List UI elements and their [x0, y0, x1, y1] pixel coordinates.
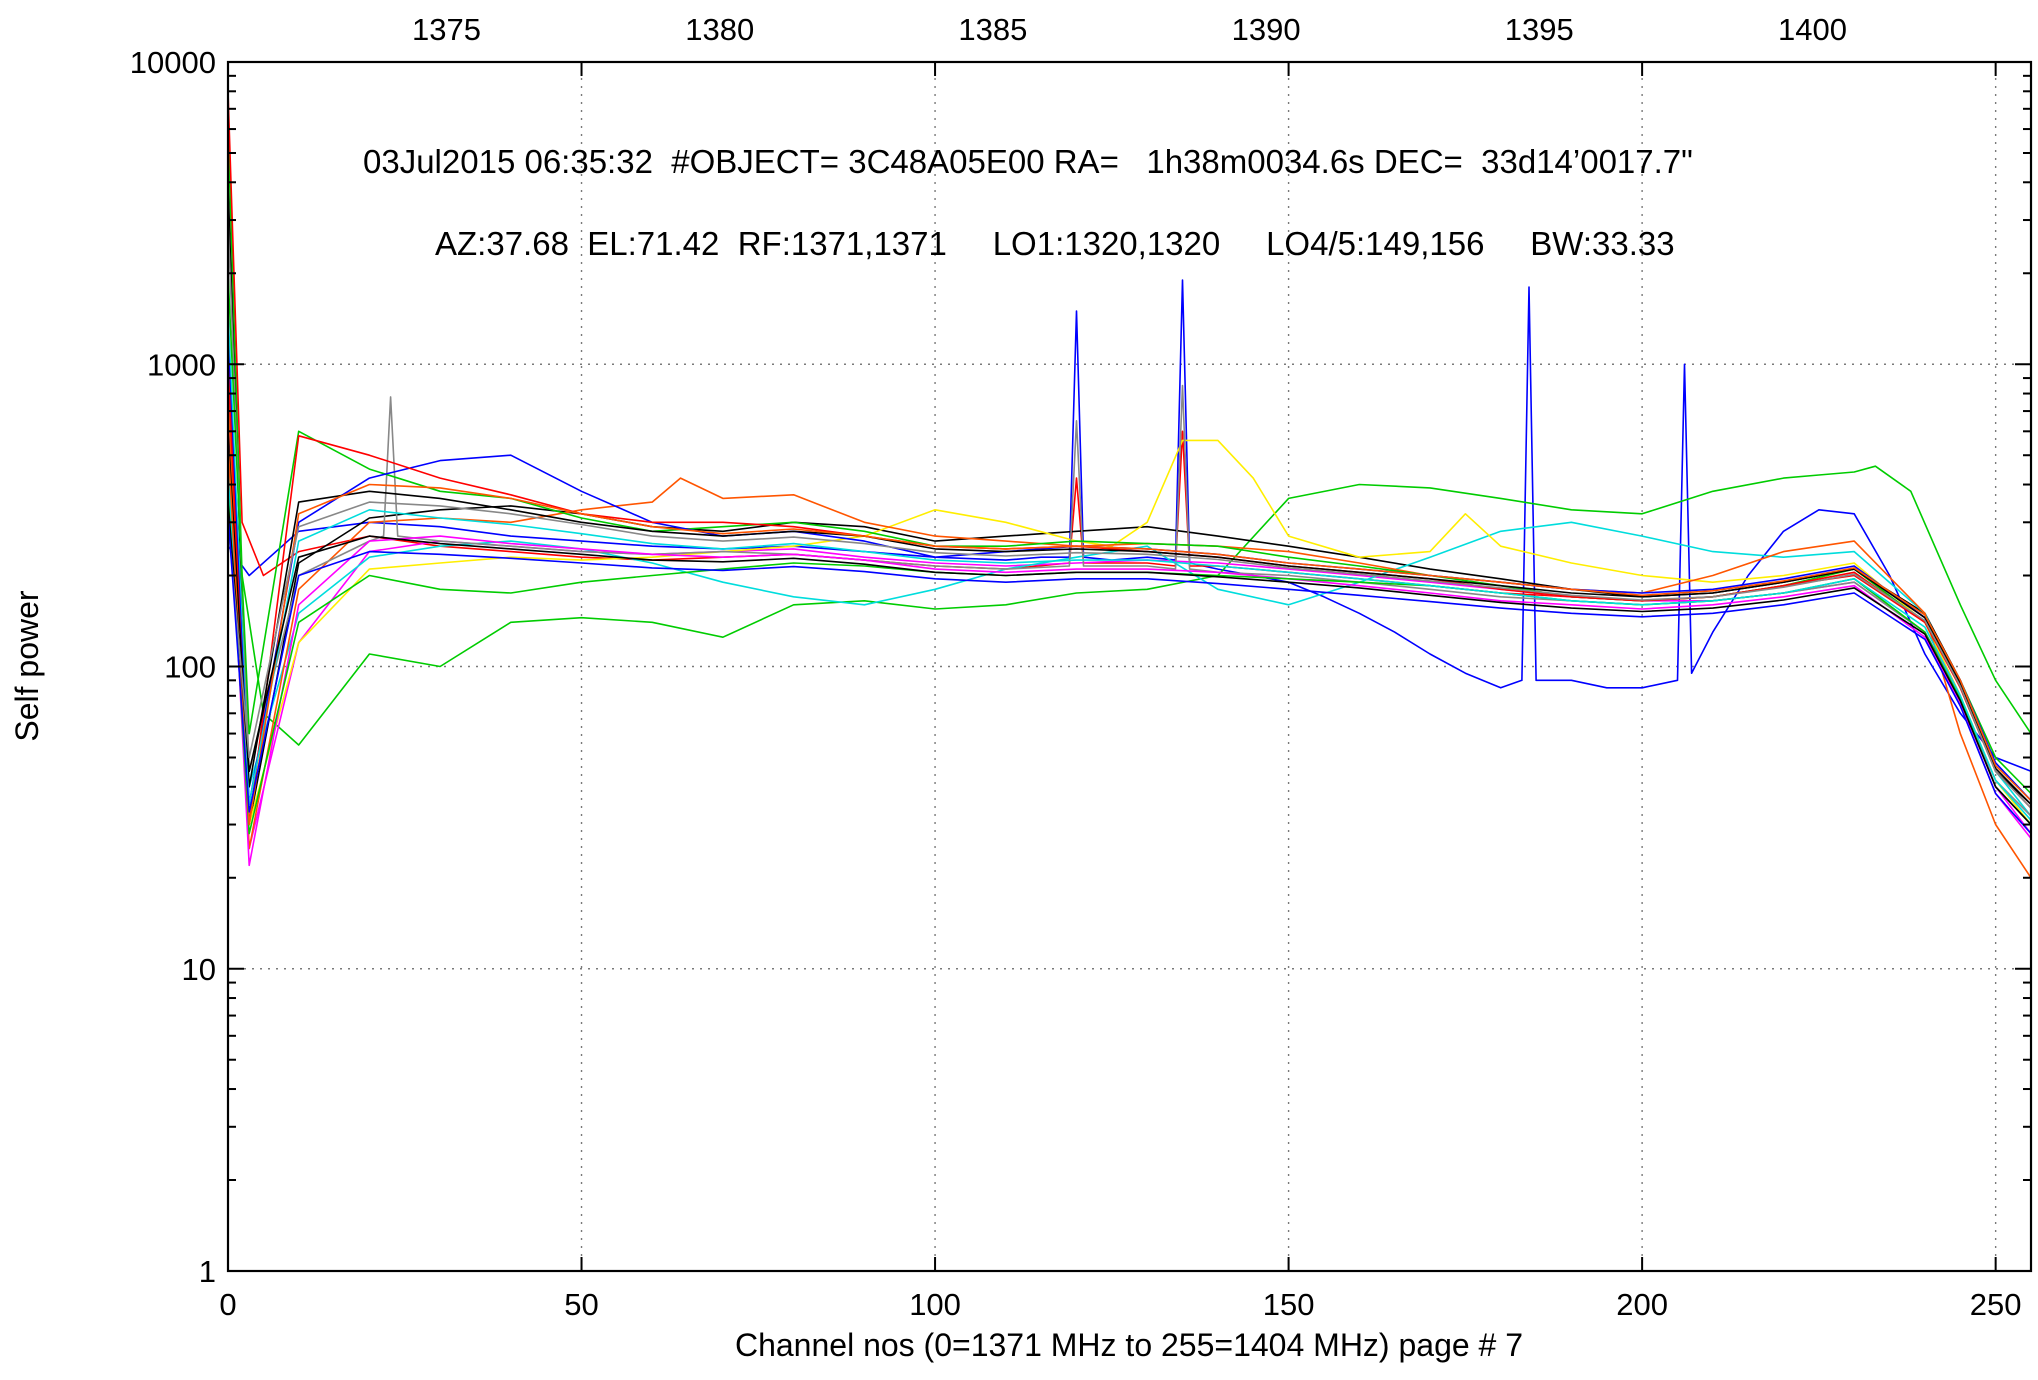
axis-ticks — [227, 61, 2031, 1272]
series-line-4 — [227, 182, 2032, 826]
series-line-2 — [227, 129, 2032, 746]
y-axis-title: Self power — [9, 590, 45, 742]
x-axis-title: Channel nos (0=1371 MHz to 255=1404 MHz)… — [735, 1327, 1523, 1363]
plot-series — [227, 91, 2032, 879]
y-tick-label: 100 — [164, 650, 216, 685]
y-tick-label: 1000 — [147, 347, 216, 382]
series-line-15 — [227, 484, 2032, 835]
x2-tick-label: 1385 — [958, 12, 1027, 47]
series-line-16 — [227, 469, 2032, 821]
series-line-13 — [227, 431, 2032, 805]
y-tick-label: 10 — [182, 952, 216, 987]
x2-tick-label: 1395 — [1505, 12, 1574, 47]
x-tick-label: 100 — [909, 1287, 961, 1322]
series-line-9 — [227, 219, 2032, 817]
series-line-8 — [227, 393, 2032, 879]
x2-tick-label: 1375 — [412, 12, 481, 47]
series-line-18 — [227, 502, 2032, 826]
series-line-20 — [227, 513, 2032, 835]
annotation-line-1: 03Jul2015 06:35:32 #OBJECT= 3C48A05E00 R… — [363, 143, 1693, 180]
y-tick-label: 1 — [199, 1254, 216, 1289]
x-tick-label: 250 — [1970, 1287, 2022, 1322]
series-line-17 — [227, 442, 2032, 826]
series-line-6 — [227, 310, 2032, 817]
x-tick-label: 0 — [219, 1287, 236, 1322]
series-line-14 — [227, 455, 2032, 867]
x-tick-label: 150 — [1263, 1287, 1315, 1322]
series-line-19 — [227, 501, 2032, 809]
x-tick-label: 50 — [564, 1287, 598, 1322]
y-tick-label: 10000 — [130, 45, 216, 80]
series-line-7 — [227, 378, 2032, 826]
grid-lines — [228, 62, 2031, 1271]
x2-tick-label: 1380 — [685, 12, 754, 47]
x-tick-label: 200 — [1616, 1287, 1668, 1322]
series-line-12 — [227, 364, 2032, 826]
series-line-10 — [227, 273, 2032, 795]
series-line-1 — [227, 279, 2032, 773]
x2-tick-label: 1400 — [1778, 12, 1847, 47]
x2-tick-label: 1390 — [1232, 12, 1301, 47]
tick-labels: 0 50 100 150 200 250 1375 1380 1385 1390 1395 1400 1… — [130, 12, 2022, 1322]
series-line-3 — [227, 91, 2032, 826]
annotation-line-2: AZ:37.68 EL:71.42 RF:1371,1371 LO1:1320,… — [435, 225, 1675, 262]
